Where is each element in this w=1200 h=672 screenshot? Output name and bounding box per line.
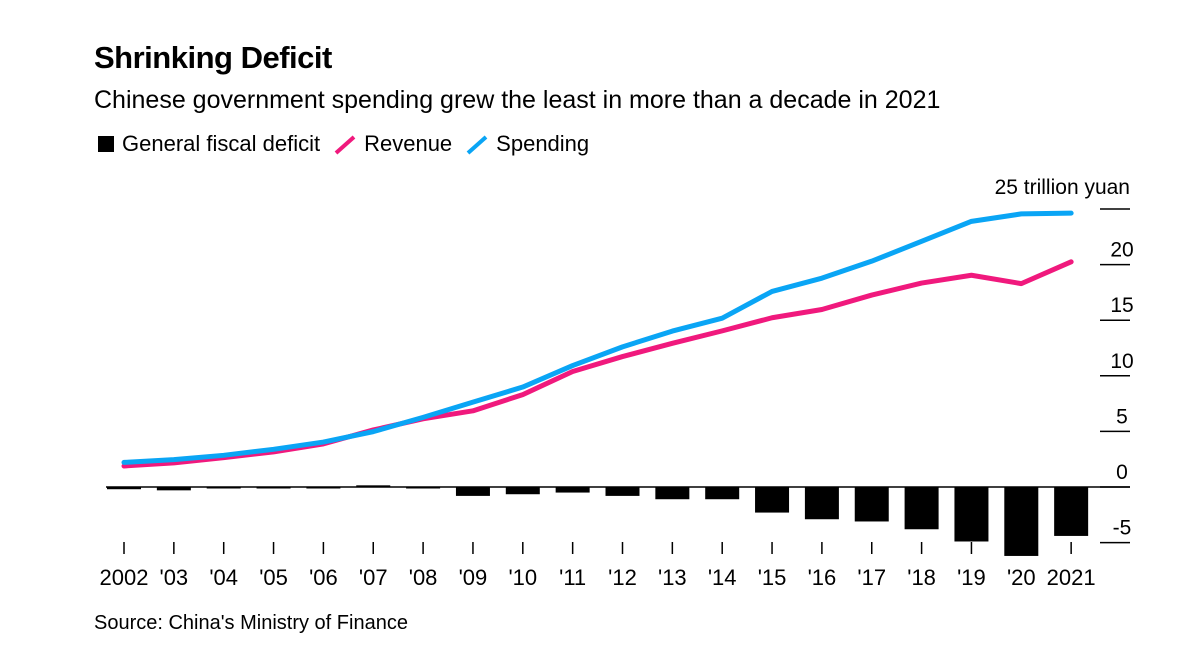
y-tick-label: 0 (1116, 461, 1128, 484)
bar-deficit (455, 487, 490, 496)
bar-deficit (705, 487, 740, 500)
bar-deficit (1054, 487, 1089, 536)
x-tick-label: '09 (459, 565, 488, 590)
line-spending (121, 210, 1074, 465)
legend-swatch-spending (466, 135, 488, 155)
bar-deficit (605, 487, 640, 496)
x-tick-label: '05 (259, 565, 288, 590)
bar-deficit (904, 487, 939, 530)
bar-deficit (655, 487, 690, 500)
x-tick-label: '06 (309, 565, 338, 590)
x-tick-label: '18 (907, 565, 936, 590)
legend-swatch-revenue (334, 135, 356, 155)
chart-title: Shrinking Deficit (94, 40, 332, 75)
bar-deficit (555, 487, 590, 493)
source-note: Source: China's Ministry of Finance (94, 612, 408, 634)
x-tick-label: '17 (857, 565, 886, 590)
x-tick-label: '07 (359, 565, 388, 590)
legend: General fiscal deficit Revenue Spending (98, 131, 589, 157)
bar-deficit (954, 487, 989, 542)
x-tick-label: '08 (409, 565, 438, 590)
x-tick-label: '16 (808, 565, 837, 590)
y-tick-label: 5 (1116, 405, 1128, 428)
x-tick-label: '14 (708, 565, 737, 590)
y-tick-label: 20 (1110, 239, 1133, 262)
bar-deficit (755, 487, 790, 513)
x-tick-label: 2002 (100, 565, 149, 590)
x-tick-label: '13 (658, 565, 687, 590)
chart-subtitle: Chinese government spending grew the lea… (94, 86, 941, 114)
bar-deficit (854, 487, 889, 522)
line-revenue (121, 259, 1074, 469)
x-tick-label: '19 (957, 565, 986, 590)
y-unit-label: 25 trillion yuan (995, 176, 1130, 199)
x-tick-label: '12 (608, 565, 637, 590)
y-tick-label: -5 (1113, 517, 1132, 540)
y-tick-label: 15 (1110, 294, 1133, 317)
bar-deficit (356, 485, 391, 487)
bar-deficit (156, 487, 191, 491)
x-tick-label: '15 (758, 565, 787, 590)
bar-deficit (107, 487, 141, 490)
legend-label-revenue: Revenue (364, 131, 453, 156)
x-tick-label: '11 (559, 565, 586, 590)
bar-deficit (804, 487, 839, 520)
y-tick-label: 10 (1110, 350, 1133, 373)
legend-swatch-deficit (98, 136, 114, 152)
x-tick-label: '03 (160, 565, 189, 590)
bar-deficit (505, 487, 540, 495)
legend-label-deficit: General fiscal deficit (122, 131, 321, 156)
x-tick-label: '20 (1007, 565, 1036, 590)
legend-label-spending: Spending (496, 131, 590, 156)
x-tick-label: '10 (508, 565, 537, 590)
x-tick-label: 2021 (1047, 565, 1096, 590)
x-tick-label: '04 (209, 565, 238, 590)
